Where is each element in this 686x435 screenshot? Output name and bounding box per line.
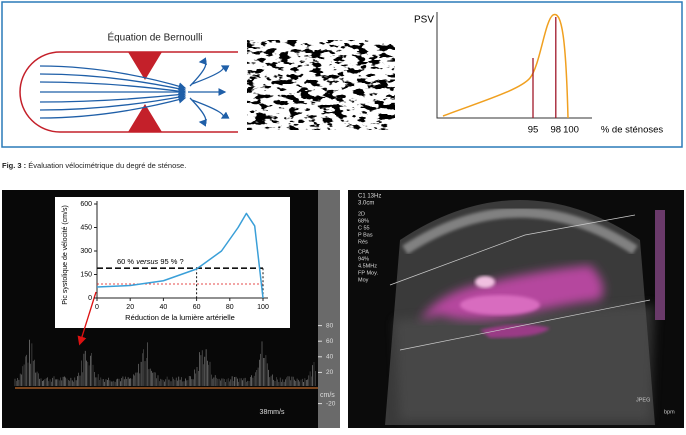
inset-y-tick-label: 0 xyxy=(88,295,92,302)
psv-x-tick-label: 95 xyxy=(528,125,539,136)
duplex-setting: CPA xyxy=(358,249,369,255)
bernoulli-label: Équation de Bernoulli xyxy=(107,31,202,44)
duplex-setting: Moy xyxy=(358,277,369,283)
duplex-setting: 68% xyxy=(358,218,369,224)
duplex-footer: JPEG xyxy=(636,397,650,403)
tissue-image xyxy=(247,40,395,130)
inset-x-tick-label: 20 xyxy=(126,304,134,311)
duplex-fan xyxy=(385,200,665,425)
inset-annotation: 60 % versus 95 % ? xyxy=(117,257,184,266)
duplex-setting: 2D xyxy=(358,211,365,217)
annotation-after: 95 % ? xyxy=(158,257,183,266)
duplex-setting: C 55 xyxy=(358,225,370,231)
inset-x-tick-label: 40 xyxy=(160,304,168,311)
caption-text: Évaluation vélocimétrique du degré de st… xyxy=(28,161,186,170)
caption: Fig. 3 : Évaluation vélocimétrique du de… xyxy=(2,161,186,170)
psv-x-tick-label: 100 xyxy=(563,125,579,136)
psv-chart xyxy=(436,12,592,119)
duplex-header: C1 13Hz xyxy=(358,194,381,200)
scale-tick-label: 80 xyxy=(326,322,334,329)
inset-y-tick-label: 600 xyxy=(80,201,92,208)
duplex-header: 3.0cm xyxy=(358,201,374,207)
doppler-sweep: 38mm/s xyxy=(260,409,285,416)
doppler-unit: cm/s xyxy=(320,392,335,399)
bernoulli-diagram xyxy=(19,51,238,133)
inset-x-tick-label: 60 xyxy=(193,304,201,311)
doppler-side-strip xyxy=(318,190,340,428)
inset-x-label: Réduction de la lumière artérielle xyxy=(125,313,235,322)
duplex-setting: Rés xyxy=(358,239,368,245)
scale-tick-label: -20 xyxy=(326,400,336,407)
inset-y-label: Pic systolique de vélocité (cm/s) xyxy=(62,205,69,305)
duplex-setting: 94% xyxy=(358,256,369,262)
inset-curve xyxy=(96,212,264,299)
scale-tick-label: 40 xyxy=(326,354,334,361)
scale-tick-label: 20 xyxy=(326,369,334,376)
inset-arrow xyxy=(77,291,97,346)
duplex-setting: P Bas xyxy=(358,232,373,238)
duplex-setting: 4.5MHz xyxy=(358,263,377,269)
inset-x-tick-label: 100 xyxy=(257,304,269,311)
caption-label: Fig. 3 : xyxy=(2,161,26,170)
psv-x-tick-label: 98 xyxy=(551,125,562,136)
annotation-emphasis: versus xyxy=(136,257,158,266)
scale-tick-label: 60 xyxy=(326,338,334,345)
inset-x-tick-label: 0 xyxy=(95,304,99,311)
inset-x-tick-label: 80 xyxy=(226,304,234,311)
doppler-waveform xyxy=(14,339,316,386)
inset-y-tick-label: 150 xyxy=(80,271,92,278)
psv-label: PSV xyxy=(414,15,434,26)
inset-y-tick-label: 300 xyxy=(80,248,92,255)
psv-x-label: % de sténoses xyxy=(601,125,664,136)
duplex-setting: FP Moy. xyxy=(358,270,378,276)
annotation-before: 60 % xyxy=(117,257,136,266)
inset-y-tick-label: 450 xyxy=(80,224,92,231)
duplex-bpm: bpm xyxy=(664,409,675,415)
